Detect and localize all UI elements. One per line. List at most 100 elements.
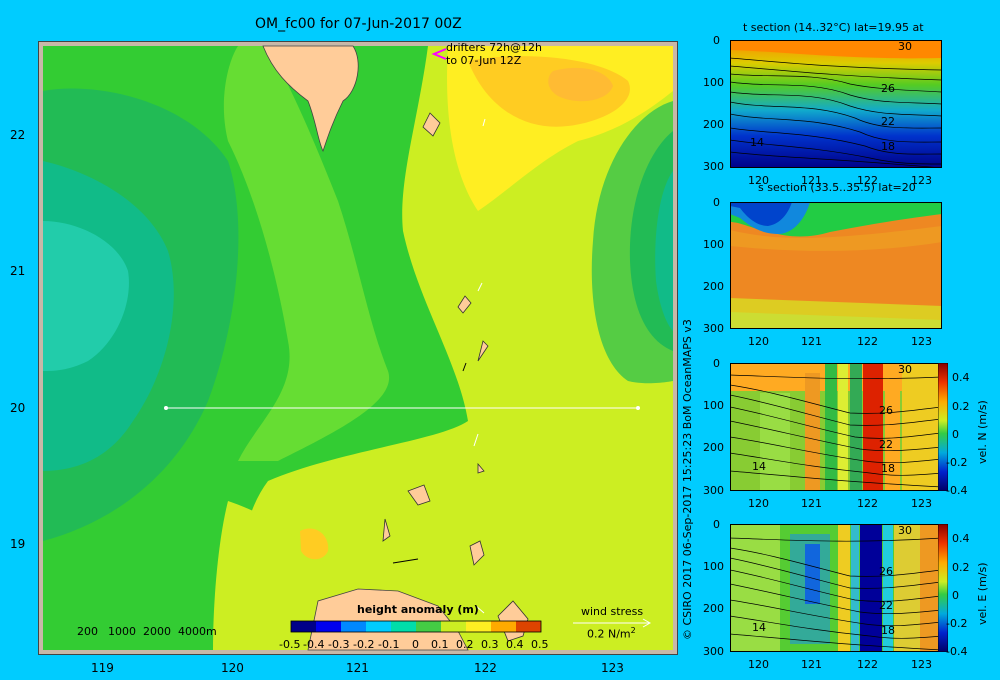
cb3-tick: 0.4	[952, 371, 970, 384]
p3-ytick: 300	[703, 484, 724, 497]
p3-contour: 18	[881, 462, 895, 475]
cb-label: -0.5	[279, 638, 301, 651]
drifters-label-2: to 07-Jun 12Z	[446, 54, 522, 67]
cb4-tick: 0	[952, 589, 959, 602]
p3-ytick: 100	[703, 399, 724, 412]
cb-label: -0.4	[303, 638, 325, 651]
cb-label: 0.1	[431, 638, 449, 651]
map-title: OM_fc00 for 07-Jun-2017 00Z	[255, 16, 462, 32]
p1-xtick: 123	[911, 174, 932, 187]
cb-label: 0.5	[531, 638, 549, 651]
p1-ytick: 100	[703, 76, 724, 89]
cb4-tick: 0.2	[952, 561, 970, 574]
cb4-tick: -0.4	[946, 645, 968, 658]
colorbar-labels: -0.5 -0.4 -0.3 -0.2 -0.1 0 0.1 0.2 0.3 0…	[279, 638, 549, 652]
vel-north-colorbar	[938, 363, 948, 491]
p4-ytick: 300	[703, 645, 724, 658]
p1-contour: 14	[750, 136, 764, 149]
vel-east-label: vel. E (m/s)	[976, 562, 989, 625]
p2-xtick: 120	[748, 335, 769, 348]
depth-legend-200: 200	[77, 625, 98, 638]
vel-east-colorbar	[938, 524, 948, 652]
p3-contour: 30	[898, 363, 912, 376]
vel-north-label: vel. N (m/s)	[976, 400, 989, 464]
cb3-tick: 0	[952, 428, 959, 441]
p1-ytick: 200	[703, 118, 724, 131]
p1-xtick: 120	[748, 174, 769, 187]
p4-xtick: 121	[801, 658, 822, 671]
depth-legend-2000: 2000	[143, 625, 171, 638]
p2-ytick: 300	[703, 322, 724, 335]
p1-contour: 30	[898, 40, 912, 53]
p1-xtick: 121	[801, 174, 822, 187]
cb-label: 0.3	[481, 638, 499, 651]
p4-xtick: 123	[911, 658, 932, 671]
p4-contour: 14	[752, 621, 766, 634]
p1-contour: 26	[881, 82, 895, 95]
p4-contour: 22	[879, 599, 893, 612]
p3-contour: 14	[752, 460, 766, 473]
p1-ytick: 300	[703, 160, 724, 173]
lon-tick: 119	[91, 661, 114, 675]
cb3-tick: -0.2	[946, 456, 968, 469]
p3-xtick: 123	[911, 497, 932, 510]
p3-ytick: 200	[703, 441, 724, 454]
cb-label: 0.2	[456, 638, 474, 651]
sea-level-map	[38, 41, 678, 655]
wind-stress-value: 0.2 N/m2	[587, 626, 636, 641]
salinity-section-panel	[730, 202, 942, 329]
p2-ytick: 0	[713, 196, 720, 209]
cb-label: 0.4	[506, 638, 524, 651]
lon-tick: 121	[346, 661, 369, 675]
p2-ytick: 200	[703, 280, 724, 293]
p3-xtick: 122	[857, 497, 878, 510]
p3-ytick: 0	[713, 357, 720, 370]
cb3-tick: -0.4	[946, 484, 968, 497]
panel1-title: t section (14..32°C) lat=19.95 at	[743, 21, 924, 34]
p3-xtick: 120	[748, 497, 769, 510]
cb-label: -0.3	[328, 638, 350, 651]
p4-ytick: 0	[713, 518, 720, 531]
lat-tick: 21	[10, 264, 26, 278]
lon-tick: 120	[221, 661, 244, 675]
p3-contour: 26	[879, 404, 893, 417]
lat-tick: 20	[10, 401, 26, 415]
drifters-label-1: drifters 72h@12h	[446, 41, 543, 54]
colorbar	[290, 620, 542, 633]
depth-legend-4000: 4000m	[178, 625, 217, 638]
p4-contour: 30	[898, 524, 912, 537]
credit-text: © CSIRO 2017 06-Sep-2017 15:25:23 BoM Oc…	[681, 319, 694, 640]
temp-section-panel	[730, 40, 942, 168]
vel-north-panel	[730, 363, 942, 491]
depth-legend-1000: 1000	[108, 625, 136, 638]
p1-ytick: 0	[713, 34, 720, 47]
lat-tick: 22	[10, 128, 26, 142]
p4-contour: 26	[879, 565, 893, 578]
cb-label: -0.2	[353, 638, 375, 651]
p4-contour: 18	[881, 624, 895, 637]
cb3-tick: 0.2	[952, 400, 970, 413]
p4-xtick: 122	[857, 658, 878, 671]
p1-xtick: 122	[857, 174, 878, 187]
p4-xtick: 120	[748, 658, 769, 671]
lat-tick: 19	[10, 537, 26, 551]
cb4-tick: 0.4	[952, 532, 970, 545]
cb-label: -0.1	[378, 638, 400, 651]
p2-xtick: 123	[911, 335, 932, 348]
lon-tick: 123	[601, 661, 624, 675]
p1-contour: 22	[881, 115, 895, 128]
panel2-title: s section (33.5..35.5) lat=20	[758, 181, 916, 194]
cb4-tick: -0.2	[946, 617, 968, 630]
lon-tick: 122	[474, 661, 497, 675]
p4-ytick: 100	[703, 560, 724, 573]
colorbar-title: height anomaly (m)	[357, 603, 479, 616]
p4-ytick: 200	[703, 602, 724, 615]
vel-east-panel	[730, 524, 942, 652]
p2-ytick: 100	[703, 238, 724, 251]
wind-stress-label: wind stress	[581, 605, 644, 618]
cb-label: 0	[412, 638, 419, 651]
p2-xtick: 122	[857, 335, 878, 348]
p3-xtick: 121	[801, 497, 822, 510]
p1-contour: 18	[881, 140, 895, 153]
p3-contour: 22	[879, 438, 893, 451]
